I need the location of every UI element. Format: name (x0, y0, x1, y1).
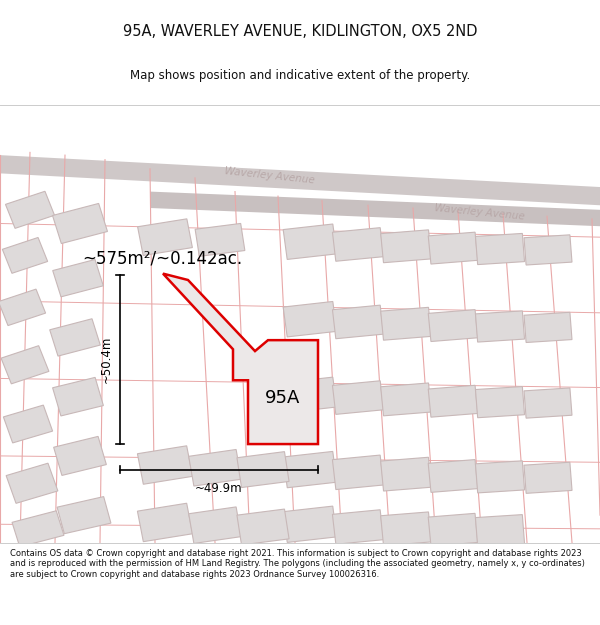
Polygon shape (475, 233, 524, 264)
Text: 95A, WAVERLEY AVENUE, KIDLINGTON, OX5 2ND: 95A, WAVERLEY AVENUE, KIDLINGTON, OX5 2N… (123, 24, 477, 39)
Polygon shape (332, 305, 383, 339)
Polygon shape (283, 377, 337, 412)
Polygon shape (475, 386, 524, 418)
Text: ~50.4m: ~50.4m (100, 336, 113, 384)
Polygon shape (380, 512, 431, 546)
Polygon shape (137, 446, 193, 484)
Polygon shape (332, 228, 383, 261)
Polygon shape (332, 381, 383, 414)
Polygon shape (0, 289, 46, 326)
Text: 95A: 95A (265, 389, 301, 408)
Polygon shape (428, 459, 478, 492)
Polygon shape (524, 312, 572, 342)
Polygon shape (137, 219, 193, 256)
Polygon shape (6, 463, 58, 503)
Polygon shape (4, 405, 53, 443)
Polygon shape (283, 224, 337, 259)
Polygon shape (524, 388, 572, 418)
Text: ~49.9m: ~49.9m (195, 482, 243, 496)
Polygon shape (283, 506, 337, 542)
Polygon shape (53, 204, 107, 244)
Text: Waverley Avenue: Waverley Avenue (224, 166, 316, 186)
Polygon shape (283, 451, 337, 488)
Polygon shape (57, 497, 111, 534)
Polygon shape (380, 383, 431, 416)
Polygon shape (189, 507, 241, 544)
Text: Waverley Avenue: Waverley Avenue (434, 203, 526, 222)
Polygon shape (0, 155, 600, 205)
Polygon shape (195, 224, 245, 256)
Polygon shape (53, 378, 103, 416)
Polygon shape (475, 461, 524, 493)
Polygon shape (475, 311, 524, 342)
Polygon shape (150, 192, 600, 226)
Polygon shape (428, 309, 478, 341)
Polygon shape (50, 319, 100, 356)
Text: ~575m²/~0.142ac.: ~575m²/~0.142ac. (82, 249, 242, 267)
Polygon shape (137, 503, 193, 542)
Polygon shape (380, 230, 431, 262)
Polygon shape (12, 511, 64, 547)
Polygon shape (53, 259, 103, 297)
Polygon shape (380, 308, 431, 340)
Polygon shape (475, 514, 524, 547)
Polygon shape (53, 436, 106, 476)
Polygon shape (2, 238, 47, 273)
Polygon shape (163, 274, 318, 444)
Polygon shape (428, 513, 478, 546)
Text: Contains OS data © Crown copyright and database right 2021. This information is : Contains OS data © Crown copyright and d… (10, 549, 585, 579)
Polygon shape (237, 509, 289, 545)
Polygon shape (428, 385, 478, 417)
Polygon shape (283, 301, 337, 337)
Polygon shape (5, 191, 55, 228)
Text: Map shows position and indicative extent of the property.: Map shows position and indicative extent… (130, 69, 470, 82)
Polygon shape (237, 452, 289, 488)
Polygon shape (380, 458, 431, 491)
Polygon shape (189, 449, 241, 486)
Polygon shape (332, 455, 383, 489)
Polygon shape (524, 462, 572, 493)
Polygon shape (428, 232, 478, 264)
Polygon shape (332, 510, 383, 544)
Polygon shape (524, 235, 572, 265)
Polygon shape (1, 346, 49, 384)
